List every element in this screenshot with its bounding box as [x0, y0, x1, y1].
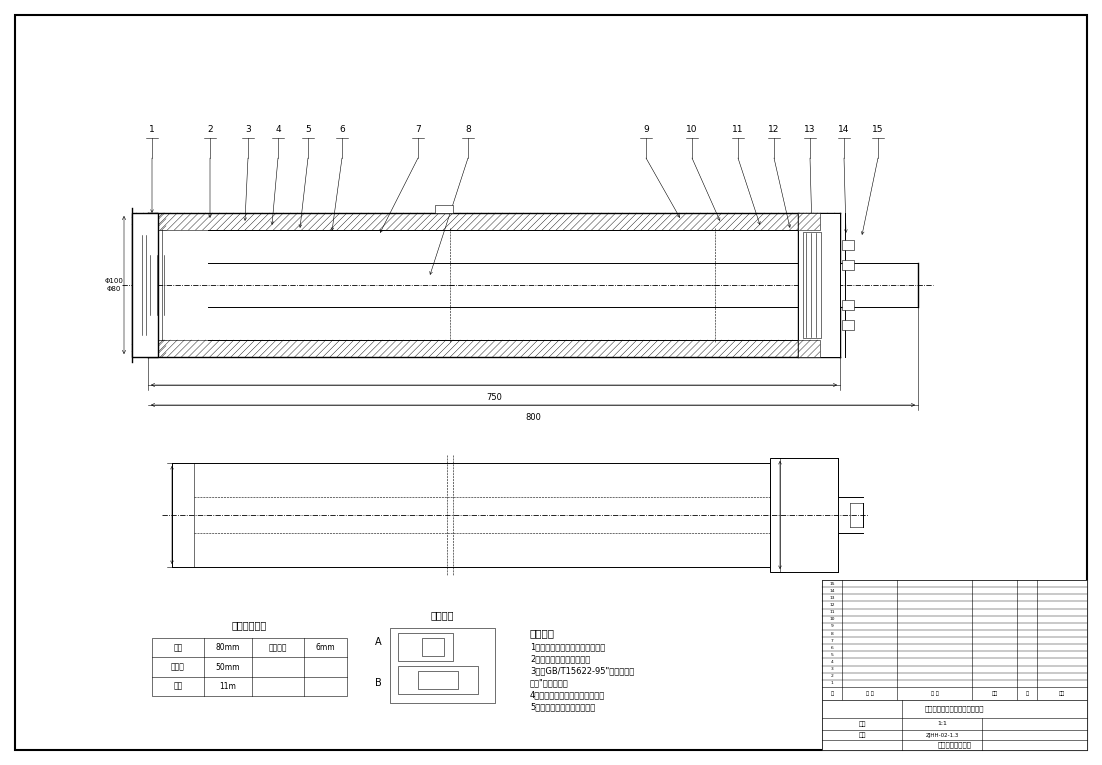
- Text: 13: 13: [804, 125, 815, 134]
- Bar: [798, 213, 820, 230]
- Text: 方法"规定进行；: 方法"规定进行；: [530, 678, 569, 687]
- Text: 80mm: 80mm: [216, 643, 240, 653]
- Text: 7: 7: [831, 639, 833, 643]
- Text: Φ100
Φ80: Φ100 Φ80: [105, 278, 123, 292]
- Bar: [842, 300, 854, 310]
- Text: 5、外部涂工程机械防锈漆。: 5、外部涂工程机械防锈漆。: [530, 702, 595, 711]
- Text: 1: 1: [831, 682, 833, 685]
- Bar: [148, 340, 840, 357]
- Text: 1:1: 1:1: [937, 721, 947, 726]
- Bar: [822, 700, 1087, 750]
- Text: 数: 数: [1026, 691, 1028, 696]
- Text: 3、按GB/T15622-95"油压缸试验: 3、按GB/T15622-95"油压缸试验: [530, 666, 635, 675]
- Bar: [822, 580, 1087, 750]
- Text: 1: 1: [149, 125, 155, 134]
- Text: 备注: 备注: [1059, 691, 1066, 696]
- Bar: [132, 213, 166, 230]
- Text: 序: 序: [831, 691, 833, 696]
- Bar: [803, 232, 821, 338]
- Text: 名 称: 名 称: [930, 691, 939, 696]
- Text: 6: 6: [339, 125, 345, 134]
- Text: 15: 15: [873, 125, 884, 134]
- Text: 10: 10: [687, 125, 698, 134]
- Text: A: A: [375, 637, 381, 647]
- Text: 3: 3: [245, 125, 251, 134]
- Bar: [398, 633, 453, 661]
- Text: 50mm: 50mm: [216, 662, 240, 672]
- Bar: [418, 671, 458, 689]
- Bar: [172, 463, 770, 567]
- Text: 12: 12: [768, 125, 780, 134]
- Bar: [398, 666, 478, 694]
- Text: 15: 15: [829, 581, 835, 585]
- Text: 9: 9: [644, 125, 649, 134]
- Bar: [842, 320, 854, 330]
- Bar: [842, 240, 854, 250]
- Text: 8: 8: [465, 125, 471, 134]
- Text: 5: 5: [831, 653, 833, 657]
- Text: 活塞杆: 活塞杆: [171, 662, 185, 672]
- Text: 4: 4: [276, 125, 281, 134]
- Bar: [390, 628, 495, 703]
- Text: 14: 14: [829, 589, 834, 593]
- Text: 4: 4: [831, 660, 833, 664]
- Bar: [132, 213, 158, 357]
- Text: 行程: 行程: [173, 682, 183, 691]
- Text: 四自由度圆柱坐标型液压机械手: 四自由度圆柱坐标型液压机械手: [925, 705, 984, 712]
- Text: 11: 11: [829, 610, 834, 614]
- Text: 11: 11: [732, 125, 744, 134]
- Bar: [842, 260, 854, 270]
- Text: 缸筒壁厚: 缸筒壁厚: [269, 643, 288, 653]
- Bar: [132, 340, 166, 357]
- Bar: [422, 638, 444, 656]
- Bar: [435, 205, 453, 213]
- Text: 2: 2: [207, 125, 213, 134]
- Text: 800: 800: [525, 413, 541, 422]
- Text: 剖能符号: 剖能符号: [431, 610, 454, 620]
- Text: 比例: 比例: [858, 721, 866, 727]
- Text: 伸缩液压缸装配图: 伸缩液压缸装配图: [938, 742, 972, 748]
- Text: 9: 9: [831, 624, 833, 628]
- Text: 5: 5: [305, 125, 311, 134]
- Text: 7: 7: [415, 125, 421, 134]
- Text: 主要技术参数: 主要技术参数: [231, 620, 267, 630]
- Text: 6mm: 6mm: [315, 643, 335, 653]
- Text: 1、试验压力下不得有内外渗漏；: 1、试验压力下不得有内外渗漏；: [530, 642, 605, 651]
- Bar: [770, 458, 838, 572]
- Text: 技术要求: 技术要求: [530, 628, 555, 638]
- Text: 14: 14: [839, 125, 850, 134]
- Text: 2: 2: [831, 674, 833, 679]
- Text: 2、装配前应清洗各零件；: 2、装配前应清洗各零件；: [530, 654, 591, 663]
- Text: 13: 13: [829, 596, 834, 600]
- Text: 图号: 图号: [858, 732, 866, 737]
- Text: 10: 10: [829, 617, 834, 621]
- Text: 6: 6: [831, 646, 833, 649]
- Text: 12: 12: [829, 603, 834, 607]
- Text: 3: 3: [831, 667, 833, 671]
- Text: ZJHH-02-1.3: ZJHH-02-1.3: [926, 733, 959, 737]
- Bar: [822, 580, 1087, 700]
- Text: 缸径: 缸径: [173, 643, 183, 653]
- Text: 750: 750: [486, 393, 501, 402]
- Text: 11m: 11m: [219, 682, 237, 691]
- Bar: [152, 638, 347, 696]
- Bar: [148, 213, 840, 230]
- Bar: [798, 340, 820, 357]
- Text: 材料: 材料: [992, 691, 997, 696]
- Bar: [798, 213, 840, 357]
- Text: 8: 8: [831, 631, 833, 636]
- Text: 4、试验完半外部油口加堵保护；: 4、试验完半外部油口加堵保护；: [530, 690, 605, 699]
- Text: 代 号: 代 号: [865, 691, 874, 696]
- Text: B: B: [375, 678, 381, 688]
